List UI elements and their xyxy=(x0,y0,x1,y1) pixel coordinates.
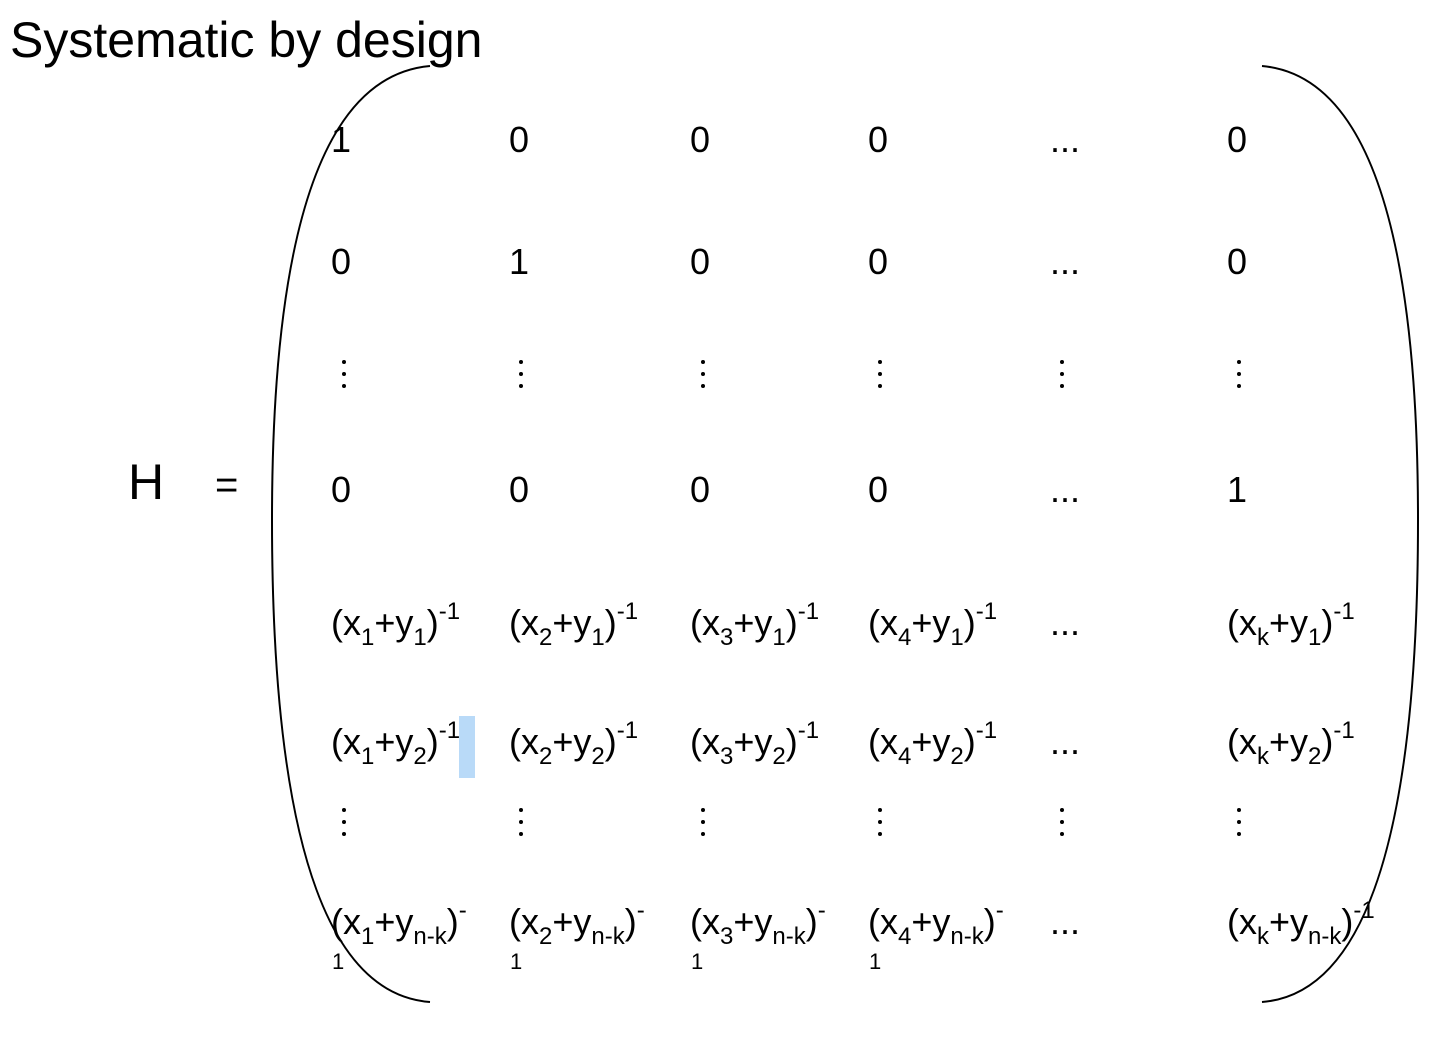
cell-r1-c1: 1 xyxy=(331,119,352,160)
cell-r3-c2: 0 xyxy=(509,469,530,510)
vertical-ellipsis xyxy=(1059,808,1065,840)
cell-r3-c3: 0 xyxy=(690,469,711,510)
cell-r1-ck: 0 xyxy=(1227,119,1248,160)
cell-r2-c1: 0 xyxy=(331,241,352,282)
vertical-ellipsis xyxy=(1236,360,1242,392)
cauchy-cell-ynk-ellipsis: ... xyxy=(1050,901,1081,942)
vertical-ellipsis xyxy=(1059,360,1065,392)
text-selection-highlight xyxy=(459,716,475,778)
vertical-ellipsis xyxy=(341,360,347,392)
cauchy-cell-ynk-xk: (xk+yn-k)-1 xyxy=(1227,897,1375,950)
cell-r2-c4: 0 xyxy=(868,241,889,282)
cell-r2-ellipsis: ... xyxy=(1050,241,1081,282)
right-bracket xyxy=(1261,65,1420,1003)
cell-r1-c3: 0 xyxy=(690,119,711,160)
vertical-ellipsis xyxy=(518,360,524,392)
cauchy-cell-y2-x3: (x3+y2)-1 xyxy=(690,717,820,770)
vertical-ellipsis xyxy=(700,360,706,392)
slide-title: Systematic by design xyxy=(10,12,483,68)
cauchy-cell-y2-x1: (x1+y2)-1 xyxy=(331,717,461,770)
wrapped-exponent-digit: 1 xyxy=(869,949,882,974)
cauchy-cell-ynk-x2: (x2+yn-k)- xyxy=(509,897,645,950)
wrapped-exponent-digit: 1 xyxy=(332,949,345,974)
vertical-ellipsis xyxy=(341,808,347,840)
wrapped-exponent-digit: 1 xyxy=(691,949,704,974)
cauchy-cell-y2-xk: (xk+y2)-1 xyxy=(1227,717,1355,770)
cell-r2-c3: 0 xyxy=(690,241,711,282)
cauchy-cell-y1-x3: (x3+y1)-1 xyxy=(690,598,820,651)
wrapped-exponent-digit: 1 xyxy=(510,949,523,974)
cauchy-cell-y1-ellipsis: ... xyxy=(1050,602,1081,643)
matrix-symbol-h: H xyxy=(128,454,165,510)
vertical-ellipsis xyxy=(877,808,883,840)
cauchy-cell-ynk-x3: (x3+yn-k)- xyxy=(690,897,826,950)
vertical-ellipsis xyxy=(877,360,883,392)
cauchy-cell-ynk-x1: (x1+yn-k)- xyxy=(331,897,467,950)
cell-r2-ck: 0 xyxy=(1227,241,1248,282)
cauchy-cell-y2-ellipsis: ... xyxy=(1050,721,1081,762)
cell-r3-ellipsis: ... xyxy=(1050,469,1081,510)
cell-r2-c2: 1 xyxy=(509,241,530,282)
cauchy-cell-y2-x2: (x2+y2)-1 xyxy=(509,717,639,770)
vertical-ellipsis xyxy=(1236,808,1242,840)
vertical-ellipsis xyxy=(700,808,706,840)
cell-r1-c2: 0 xyxy=(509,119,530,160)
cauchy-cell-y1-xk: (xk+y1)-1 xyxy=(1227,598,1355,651)
cauchy-cell-ynk-x4: (x4+yn-k)- xyxy=(868,897,1004,950)
cauchy-cell-y1-x1: (x1+y1)-1 xyxy=(331,598,461,651)
cell-r3-c1: 0 xyxy=(331,469,352,510)
cell-r1-ellipsis: ... xyxy=(1050,119,1081,160)
equals-sign: = xyxy=(215,463,239,507)
left-bracket xyxy=(270,65,431,1003)
cell-r3-ck: 1 xyxy=(1227,469,1248,510)
cell-r1-c4: 0 xyxy=(868,119,889,160)
cell-r3-c4: 0 xyxy=(868,469,889,510)
cauchy-cell-y2-x4: (x4+y2)-1 xyxy=(868,717,998,770)
cauchy-cell-y1-x4: (x4+y1)-1 xyxy=(868,598,998,651)
vertical-ellipsis xyxy=(518,808,524,840)
cauchy-cell-y1-x2: (x2+y1)-1 xyxy=(509,598,639,651)
